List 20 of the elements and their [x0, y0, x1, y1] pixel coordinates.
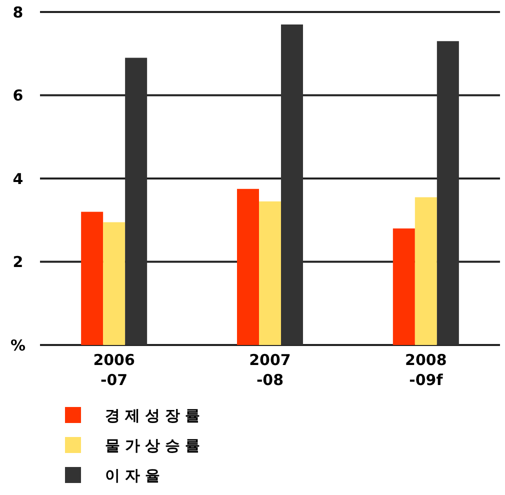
y-tick-label: 6	[12, 86, 24, 104]
bar	[414, 197, 437, 345]
legend-label: 이자율	[105, 466, 165, 484]
x-tick-label: 2006 -07	[93, 351, 135, 389]
x-tick-label: 2007 -08	[249, 351, 291, 389]
y-tick-label: 4	[12, 170, 24, 188]
x-tick-label: 2008 -09f	[405, 351, 447, 389]
bar	[259, 201, 281, 345]
bar	[81, 212, 104, 345]
bar	[237, 188, 259, 345]
legend-label: 물가상승률	[105, 436, 205, 454]
bar	[392, 228, 415, 345]
bar	[103, 222, 126, 345]
legend-label: 경제성장률	[105, 406, 205, 424]
y-tick-label: 2	[12, 253, 24, 271]
y-tick-label: %	[10, 336, 26, 354]
y-tick-label: 8	[12, 3, 24, 22]
bar	[281, 24, 303, 345]
bar	[436, 41, 459, 345]
bar	[125, 58, 148, 345]
